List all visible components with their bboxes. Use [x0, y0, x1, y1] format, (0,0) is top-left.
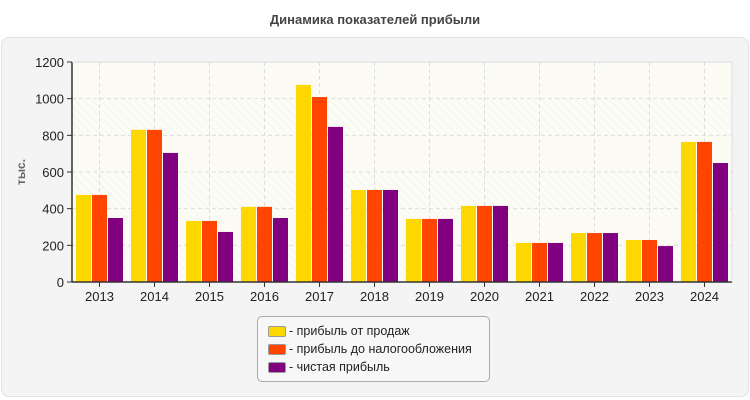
- bar-2017-1: [296, 84, 311, 283]
- bar-2014-1: [131, 129, 146, 282]
- bar-2024-1: [681, 141, 696, 282]
- y-tick-label: 200: [42, 238, 64, 253]
- bar-2016-2: [257, 206, 272, 282]
- bar-2023-2: [642, 240, 657, 282]
- y-tick-label: 1000: [35, 92, 64, 107]
- legend-label: - прибыль от продаж: [289, 324, 410, 338]
- bar-2020-3: [493, 205, 508, 282]
- bar-2018-1: [351, 189, 366, 282]
- bar-2014-3: [163, 152, 178, 282]
- bar-2024-2: [697, 141, 712, 282]
- y-tick-label: 600: [42, 165, 64, 180]
- bar-2022-3: [603, 233, 618, 282]
- bar-2022-2: [587, 233, 602, 282]
- bar-2014-2: [147, 129, 162, 282]
- bar-2021-1: [516, 242, 531, 282]
- x-tick-label: 2017: [305, 289, 334, 304]
- legend-label: - прибыль до налогообложения: [289, 342, 472, 356]
- bar-2023-3: [658, 246, 673, 282]
- bar-2020-1: [461, 205, 476, 282]
- legend-item: - прибыль до налогообложения: [268, 340, 489, 358]
- bar-2017-3: [328, 126, 343, 283]
- bar-2015-1: [186, 220, 201, 282]
- legend-swatch: [268, 343, 286, 355]
- x-tick-label: 2015: [195, 289, 224, 304]
- legend-swatch: [268, 325, 286, 337]
- bar-2020-2: [477, 205, 492, 282]
- bar-2018-3: [383, 189, 398, 282]
- legend-swatch: [268, 361, 286, 373]
- y-tick-label: 0: [57, 275, 64, 290]
- x-tick-label: 2023: [635, 289, 664, 304]
- y-axis-label: тыс.: [14, 159, 28, 185]
- grid-band: [72, 208, 732, 246]
- chart-title: Динамика показателей прибыли: [269, 12, 481, 27]
- bar-2015-2: [202, 220, 217, 282]
- grid-band: [72, 135, 732, 172]
- bar-2019-1: [406, 218, 421, 282]
- legend-label: - чистая прибыль: [289, 360, 390, 374]
- x-tick-label: 2021: [525, 289, 554, 304]
- legend: - прибыль от продаж - прибыль до налогооб…: [257, 316, 490, 382]
- bar-2019-2: [422, 218, 437, 282]
- bar-2022-1: [571, 233, 586, 282]
- bar-2018-2: [367, 189, 382, 282]
- legend-item: - прибыль от продаж: [268, 322, 489, 340]
- y-tick-label: 400: [42, 202, 64, 217]
- x-tick-label: 2014: [140, 289, 169, 304]
- x-tick-label: 2016: [250, 289, 279, 304]
- x-tick-label: 2019: [415, 289, 444, 304]
- bar-2023-1: [626, 240, 641, 282]
- bar-2021-3: [548, 242, 563, 282]
- x-tick-label: 2013: [85, 289, 114, 304]
- bar-2013-3: [108, 218, 123, 282]
- legend-item: - чистая прибыль: [268, 358, 489, 376]
- x-tick-label: 2018: [360, 289, 389, 304]
- x-tick-label: 2020: [470, 289, 499, 304]
- grid-band: [72, 62, 732, 99]
- bar-2017-2: [312, 97, 327, 283]
- bar-2024-3: [713, 163, 728, 282]
- y-tick-label: 1200: [35, 55, 64, 70]
- x-tick-label: 2022: [580, 289, 609, 304]
- bar-2021-2: [532, 242, 547, 282]
- bar-2019-3: [438, 218, 453, 282]
- x-tick-label: 2024: [690, 289, 719, 304]
- bar-2015-3: [218, 231, 233, 282]
- bar-2013-1: [76, 194, 91, 282]
- bar-2016-3: [273, 218, 288, 282]
- y-tick-label: 800: [42, 128, 64, 143]
- bar-2013-2: [92, 194, 107, 282]
- bar-2016-1: [241, 206, 256, 282]
